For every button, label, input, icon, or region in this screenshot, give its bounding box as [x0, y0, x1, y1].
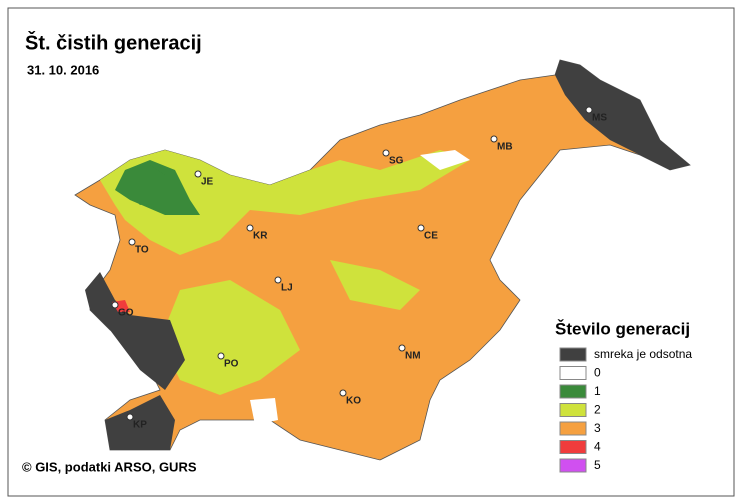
city-label: CE [424, 231, 438, 242]
city-labels: MS MB SG JE CE KR TO LJ GO NM PO KO KP [111, 106, 607, 431]
legend-swatch [559, 403, 587, 417]
region [250, 398, 278, 425]
legend-title: Število generacij [555, 319, 690, 338]
legend-label: 3 [594, 421, 601, 435]
city-label: KO [346, 396, 361, 407]
legend-swatch [559, 347, 587, 362]
legend-swatch [559, 421, 587, 436]
map-title: Št. čistih generacij [25, 30, 202, 54]
legend-swatch [559, 384, 587, 399]
legend-swatch [559, 458, 587, 473]
city-marker [246, 224, 254, 232]
city-label: KR [253, 231, 268, 242]
city-marker [128, 238, 136, 246]
city-marker [339, 389, 347, 397]
legend-label: 1 [594, 384, 601, 398]
city-marker [382, 149, 390, 157]
city-label: KP [133, 420, 147, 431]
city-marker [194, 170, 202, 178]
city-label: GO [118, 308, 134, 319]
region [420, 150, 470, 170]
credit: © GIS, podatki ARSO, GURS [22, 459, 197, 474]
city-label: SG [389, 156, 404, 167]
region [160, 280, 300, 395]
legend-label: 0 [594, 366, 601, 380]
city-label: NM [405, 351, 421, 362]
city-label: TO [135, 245, 149, 256]
map [74, 59, 691, 461]
region [555, 60, 690, 170]
city-marker [111, 301, 119, 309]
legend-label: smreka je odsotna [594, 347, 692, 361]
region [100, 150, 470, 255]
region [330, 260, 420, 310]
city-marker [217, 352, 225, 360]
legend-label: 4 [594, 440, 601, 454]
legend-label: 2 [594, 403, 601, 417]
region [125, 165, 165, 205]
legend: smreka je odsotna 0 1 2 3 4 5 [559, 347, 692, 473]
city-marker [126, 413, 134, 421]
city-marker [398, 344, 406, 352]
legend-label: 5 [594, 458, 601, 472]
city-marker [585, 106, 593, 114]
city-marker [417, 224, 425, 232]
city-label: MS [592, 113, 607, 124]
city-label: MB [497, 142, 513, 153]
region [85, 272, 185, 390]
city-label: LJ [281, 283, 293, 294]
city-marker [490, 135, 498, 143]
legend-swatch [559, 440, 587, 454]
legend-swatch [559, 366, 587, 380]
city-label: JE [201, 177, 214, 188]
region [105, 395, 175, 450]
city-marker [274, 276, 282, 284]
city-label: PO [224, 359, 239, 370]
map-date: 31. 10. 2016 [27, 62, 99, 77]
